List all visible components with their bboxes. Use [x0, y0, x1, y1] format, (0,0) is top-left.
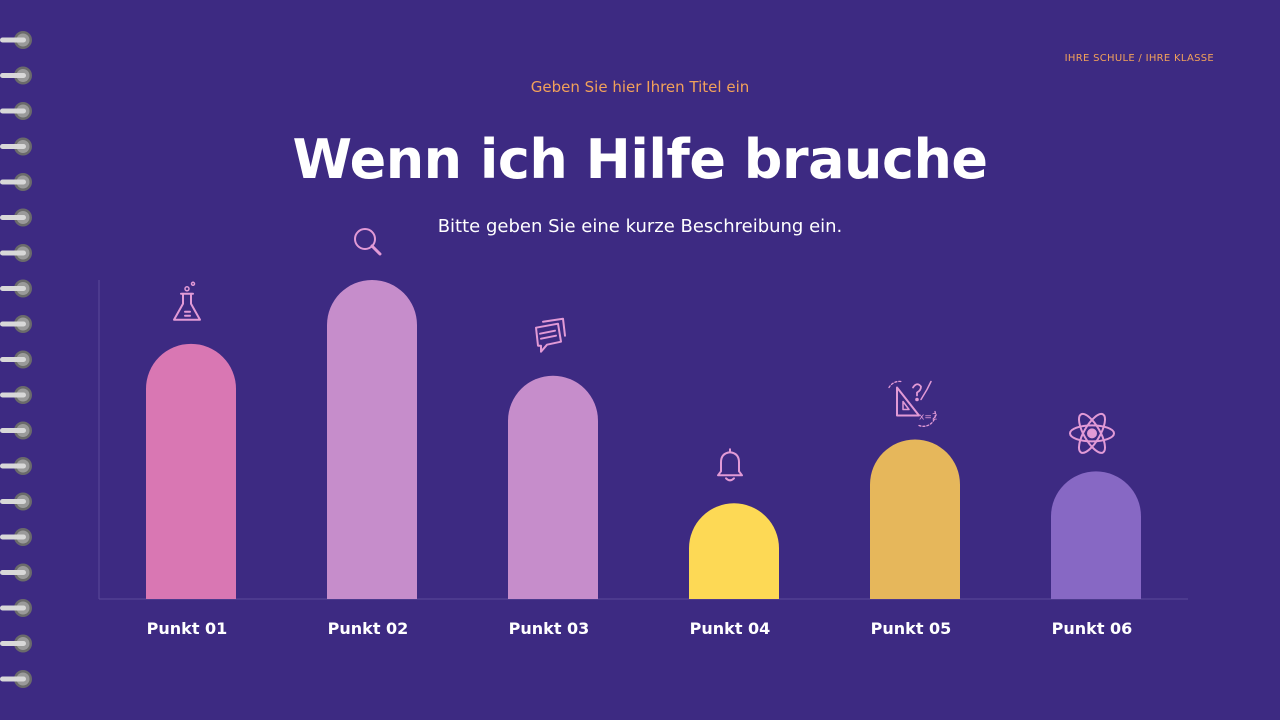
- spiral-ring: [0, 528, 32, 546]
- notebook-spiral: [0, 31, 32, 688]
- spiral-ring: [0, 31, 32, 49]
- spiral-ring: [0, 457, 32, 475]
- x-tick-label: Punkt 02: [328, 619, 409, 638]
- svg-text:x=2: x=2: [919, 413, 938, 423]
- bar-5: [870, 439, 960, 599]
- spiral-ring: [0, 350, 32, 369]
- spiral-ring: [0, 102, 32, 120]
- bar-6: [1051, 471, 1141, 599]
- x-tick-label: Punkt 01: [147, 619, 228, 638]
- bell-icon: [717, 448, 743, 482]
- bar-2: [327, 280, 417, 599]
- x-tick-label: Punkt 06: [1052, 619, 1133, 638]
- description: Bitte geben Sie eine kurze Beschreibung …: [437, 216, 843, 237]
- spiral-ring: [0, 599, 32, 617]
- x-tick-label: Punkt 03: [509, 619, 590, 638]
- spiral-ring: [0, 208, 32, 227]
- spiral-ring: [0, 66, 32, 85]
- flask-icon: [173, 281, 201, 321]
- spiral-ring: [0, 279, 32, 298]
- chat-icon: [535, 317, 566, 353]
- spiral-ring: [0, 670, 32, 688]
- spiral-ring: [0, 315, 32, 333]
- spiral-ring: [0, 244, 32, 262]
- spiral-ring: [0, 634, 32, 653]
- bar-1: [146, 343, 236, 599]
- title-placeholder: Geben Sie hier Ihren Titel ein: [530, 78, 750, 96]
- atom-icon: [1069, 412, 1115, 454]
- magnifier-icon: [354, 228, 382, 256]
- spiral-ring: [0, 137, 32, 156]
- bar-3: [508, 375, 598, 599]
- x-tick-label: Punkt 04: [690, 619, 771, 638]
- bar-4: [689, 503, 779, 599]
- x-tick-label: Punkt 05: [871, 619, 952, 638]
- spiral-ring: [0, 386, 32, 404]
- spiral-ring: [0, 421, 32, 440]
- school-class-label: IHRE SCHULE / IHRE KLASSE: [1064, 53, 1214, 64]
- spiral-ring: [0, 563, 32, 582]
- spiral-ring: [0, 492, 32, 511]
- spiral-ring: [0, 173, 32, 191]
- page-title: Wenn ich Hilfe brauche: [292, 128, 988, 191]
- geometry-icon: x=2: [888, 380, 938, 427]
